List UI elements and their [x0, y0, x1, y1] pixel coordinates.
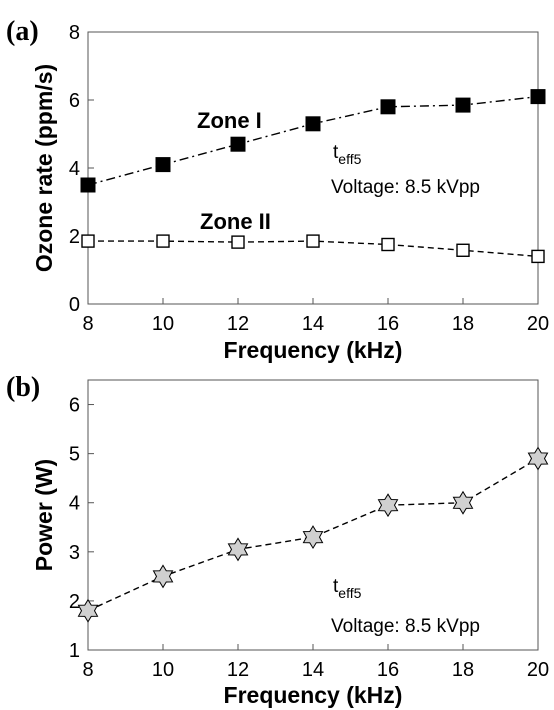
- panel-b-x-tick-label: 8: [82, 659, 93, 681]
- panel-a-x-axis-title: Frequency (kHz): [224, 337, 403, 363]
- panel-a-series-1-point: [231, 235, 245, 249]
- panel-a-t-label: teff5: [333, 142, 362, 167]
- panel-a-x-tick-label: 20: [527, 313, 549, 335]
- panel-a-series-1-point: [306, 234, 320, 248]
- panel-a-x-tick-label: 8: [82, 313, 93, 335]
- panel-a-x-tick-label: 14: [302, 313, 324, 335]
- panel-b-y-tick-label: 1: [69, 640, 80, 662]
- panel-a-series-0-point: [455, 97, 471, 113]
- panel-a-y-tick-label: 2: [69, 226, 80, 248]
- panel-b-y-tick-label: 2: [69, 591, 80, 613]
- panel-b-x-tick-label: 20: [527, 659, 549, 681]
- panel-a-series-1-point: [531, 249, 545, 264]
- panel-a-x-tick-label: 16: [377, 313, 399, 335]
- panel-b-y-tick-label: 5: [69, 444, 80, 466]
- panel-b-series-0-point: [377, 493, 399, 518]
- panel-a-t-main: t: [333, 142, 339, 163]
- panel-a-series-0-point: [80, 177, 96, 193]
- panel-b-x-tick-label: 14: [302, 659, 324, 681]
- panel-a-series-1-point: [381, 237, 395, 252]
- panel-b-y-axis-title: Power (W): [31, 459, 57, 571]
- panel-a-y-tick-label: 6: [69, 90, 80, 112]
- panel-b-plot-frame: [87, 379, 539, 651]
- panel-b-t-main: t: [333, 576, 339, 597]
- panel-b-y-tick-label: 3: [69, 542, 80, 564]
- panel-a-tick-labels: 8 10 12 14 16 18 20 0 2 4 6 8: [69, 22, 549, 335]
- zone-i-label: Zone I: [197, 108, 262, 133]
- panel-a-y-tick-label: 0: [69, 294, 80, 316]
- panel-a-series-0-point: [305, 116, 321, 132]
- panel-a-series-0-point: [380, 99, 396, 115]
- panel-b-series-0-point: [77, 598, 99, 623]
- panel-a-y-tick-label: 8: [69, 22, 80, 44]
- panel-b-label: (b): [6, 372, 40, 403]
- panel-a-series-0-point: [230, 136, 246, 152]
- panel-a-y-axis-title: Ozone rate (ppm/s): [31, 64, 57, 272]
- panel-a-x-tick-label: 10: [152, 313, 174, 335]
- panel-a-t-subscript: eff5: [338, 151, 361, 167]
- panel-b-x-tick-label: 12: [227, 659, 249, 681]
- panel-a-voltage-label: Voltage: 8.5 kVpp: [331, 177, 480, 198]
- panel-b-voltage-label: Voltage: 8.5 kVpp: [331, 616, 480, 637]
- panel-a-series-0-point: [530, 89, 546, 105]
- panel-a-series-1-point: [81, 234, 95, 248]
- panel-a-label: (a): [6, 16, 39, 47]
- panel-b-t-subscript: eff5: [338, 585, 361, 601]
- panel-b-x-tick-label: 18: [452, 659, 474, 681]
- panel-b-y-tick-label: 6: [69, 395, 80, 417]
- panel-b-ticks: [87, 404, 539, 651]
- panel-a-series-0-point: [155, 157, 171, 173]
- panel-a-y-tick-label: 4: [69, 158, 80, 180]
- panel-a-x-tick-label: 18: [452, 313, 474, 335]
- panel-b-series-0-point: [452, 490, 474, 515]
- panel-a-series-1-point: [456, 243, 470, 257]
- panel-b-series-0-point: [302, 525, 324, 550]
- zone-ii-label: Zone II: [200, 209, 271, 234]
- panel-b-markers: [77, 446, 549, 623]
- panel-b-x-tick-label: 16: [377, 659, 399, 681]
- panel-b-x-axis-title: Frequency (kHz): [224, 682, 403, 708]
- panel-b-t-label: teff5: [333, 576, 362, 601]
- panel-b-series-0-point: [152, 564, 174, 589]
- panel-b-series-0-point: [527, 446, 549, 471]
- panel-b-y-tick-label: 4: [69, 493, 80, 515]
- panel-a-x-tick-label: 12: [227, 313, 249, 335]
- panel-a-series-1-point: [156, 234, 170, 248]
- panel-a-markers: [80, 89, 546, 264]
- panel-a: (a) 8 10 12 14 16 18 20 0 2 4 6 8 Frequency (kHz) O…: [6, 16, 549, 363]
- panel-b-series-0-point: [227, 537, 249, 562]
- panel-b-x-tick-label: 10: [152, 659, 174, 681]
